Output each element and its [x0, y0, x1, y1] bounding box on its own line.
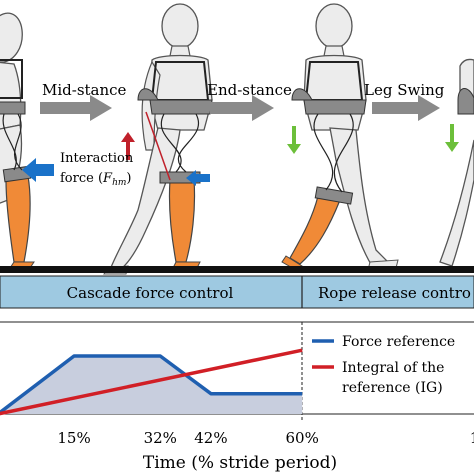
series-force-reference: [0, 354, 303, 415]
control-band: Cascade force control Rope release contr…: [0, 275, 474, 309]
human-walking-figure: [0, 12, 54, 269]
phase-label-mid-stance: Mid-stance: [42, 81, 127, 99]
human-walking-figure: [281, 3, 399, 271]
phase-arrow-icon: [372, 95, 440, 121]
band-rope-release-control: Rope release contro: [318, 284, 471, 302]
force-arrow-icon: [186, 170, 210, 186]
phase-arrow-icon: [210, 95, 274, 121]
force-arrow-icon: [445, 124, 459, 152]
human-walking-figure: [103, 3, 213, 275]
x-tick-label: 1: [470, 429, 474, 447]
phase-label-end-stance: End-stance: [207, 81, 292, 99]
x-tick-label: 32%: [144, 429, 177, 447]
interaction-force-label: force (Fhm): [60, 171, 131, 188]
ground-line: [0, 266, 474, 273]
legend-label-integral-line1: Integral of the: [342, 360, 444, 376]
human-walking-figure: [439, 58, 474, 267]
legend-label-integral-line2: reference (IG): [342, 380, 443, 396]
phase-arrow-icon: [40, 95, 112, 121]
x-tick-label: 15%: [57, 429, 90, 447]
walking-figures: [0, 3, 474, 275]
control-chart: 15% 32% 42% 60% 1 Force reference Integral o…: [0, 321, 474, 473]
interaction-label: Interaction: [60, 151, 134, 166]
series-integral-reference: [0, 348, 303, 416]
force-arrow-icon: [22, 158, 54, 182]
phase-label-leg-swing: Leg Swing: [364, 81, 445, 99]
legend-label-force-reference: Force reference: [342, 334, 455, 350]
force-arrow-icon: [121, 132, 135, 160]
phase-arrows: [40, 95, 440, 121]
x-tick-labels: 15% 32% 42% 60% 1: [57, 429, 474, 447]
band-cascade-force-control: Cascade force control: [67, 284, 234, 302]
x-axis-title: Time (% stride period): [143, 453, 337, 473]
x-tick-label: 60%: [286, 429, 319, 447]
chart-legend: Force reference Integral of the referenc…: [312, 334, 455, 396]
x-tick-label: 42%: [194, 429, 227, 447]
force-arrow-icon: [287, 126, 301, 154]
